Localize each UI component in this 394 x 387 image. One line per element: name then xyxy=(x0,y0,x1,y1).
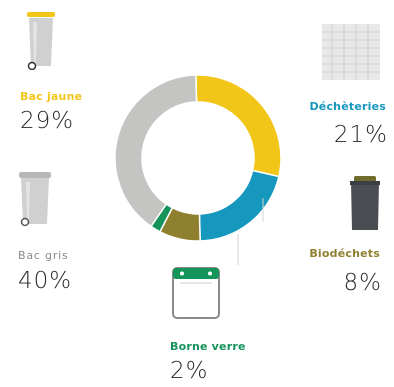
value-biodechets: 8% xyxy=(343,270,382,296)
value-bac-gris: 40% xyxy=(18,268,73,294)
donut-slice-bac-jaune xyxy=(195,74,282,178)
biowaste-bin-icon xyxy=(350,176,380,230)
value-bac-jaune: 29% xyxy=(20,108,75,134)
donut-slice-d-ch-teries xyxy=(198,169,280,242)
grey-bin-icon xyxy=(19,172,51,227)
label-bac-jaune: Bac jaune xyxy=(20,90,83,103)
value-decheteries: 21% xyxy=(333,122,388,148)
label-biodechets: Biodéchets xyxy=(309,247,380,260)
glass-bank-icon xyxy=(172,267,220,319)
label-decheteries: Déchèteries xyxy=(309,100,386,113)
value-borne-verre: 2% xyxy=(170,358,209,384)
label-borne-verre: Borne verre xyxy=(170,340,246,353)
label-bac-gris: Bac gris xyxy=(18,249,69,262)
recycling-center-icon xyxy=(322,24,380,80)
yellow-bin-icon xyxy=(27,12,55,70)
donut-slice-bac-gris xyxy=(114,74,198,228)
